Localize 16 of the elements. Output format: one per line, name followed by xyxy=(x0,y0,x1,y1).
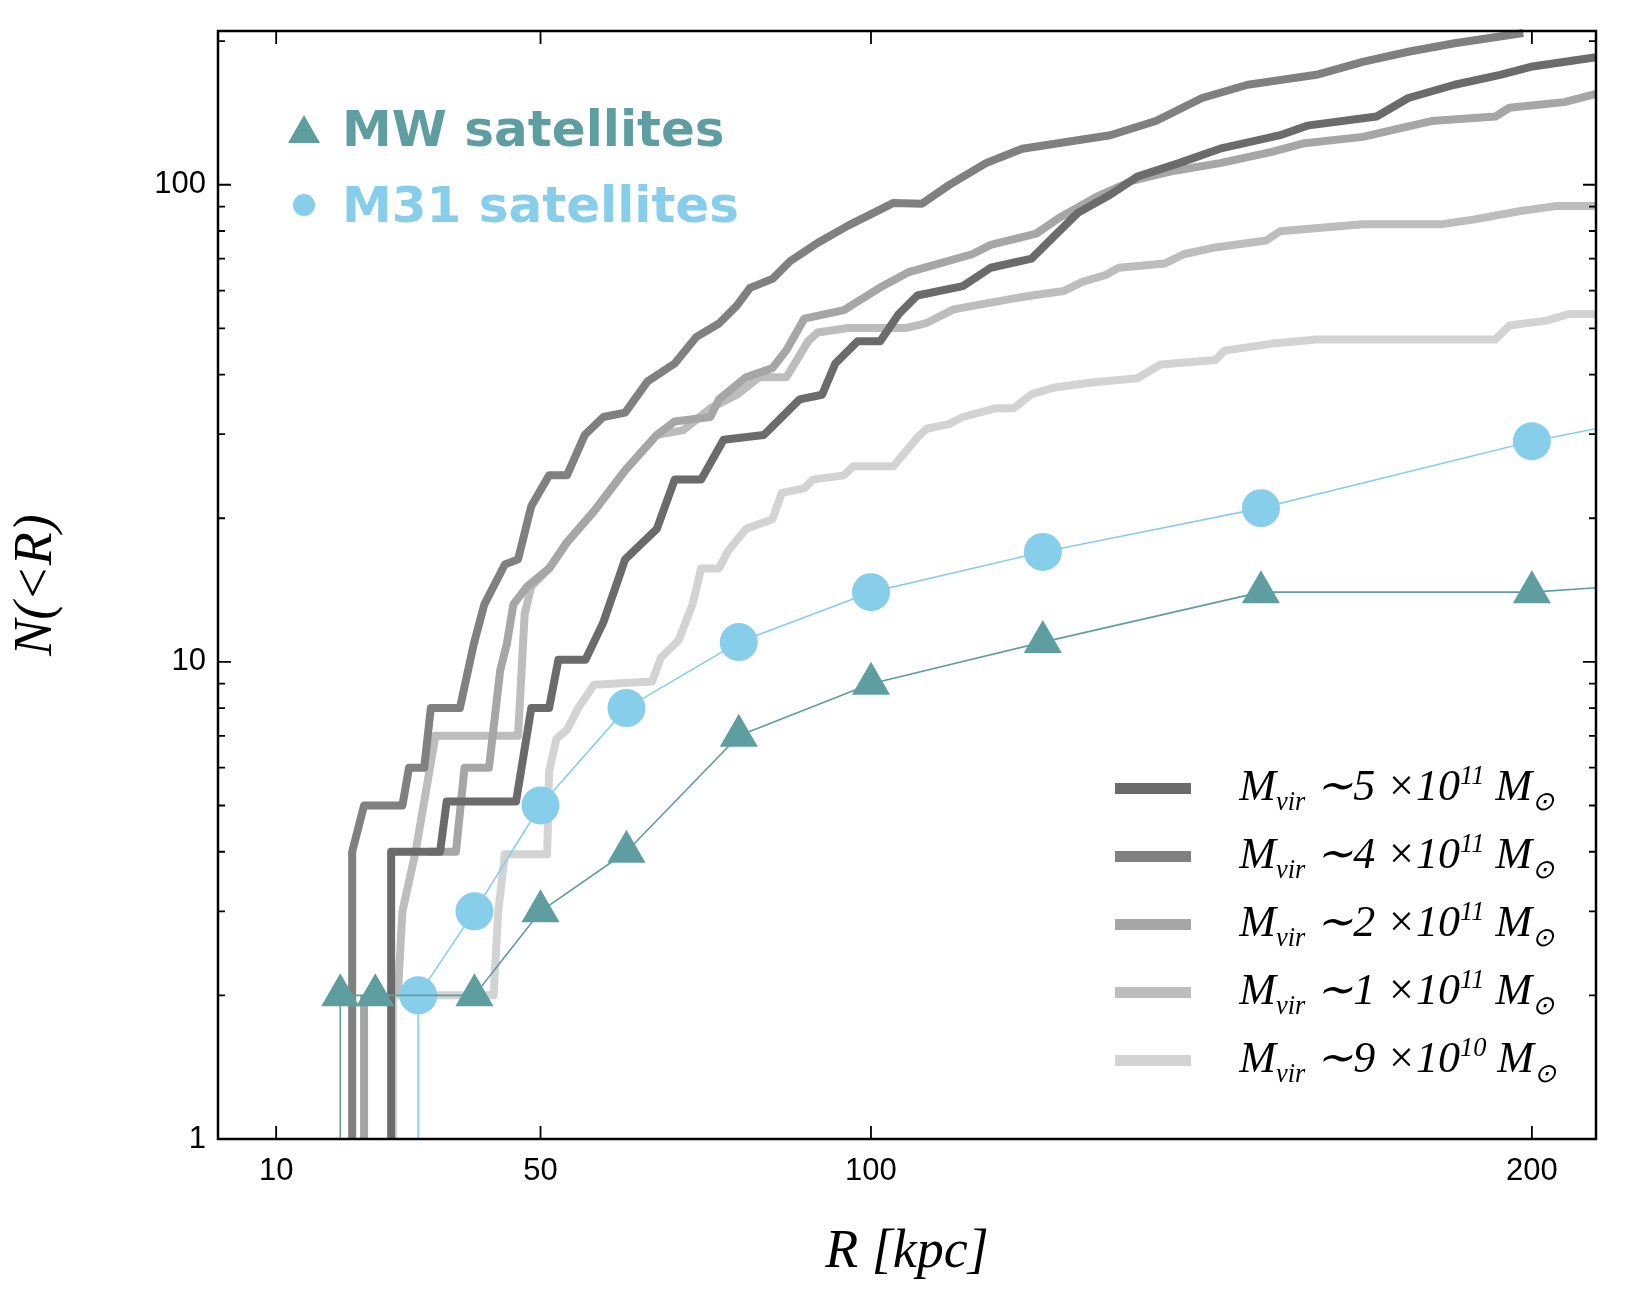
x-tick-label: 50 xyxy=(523,1152,558,1188)
y-axis-title: N(<R) xyxy=(2,514,63,657)
x-tick-label: 200 xyxy=(1506,1152,1558,1188)
legend-label: M31 satellites xyxy=(342,176,740,234)
legend-label: MW satellites xyxy=(342,100,725,158)
legend-label: M$_{vir}$ ∼4 ×10$^{11}$ M$_{⊙}$ xyxy=(1239,827,1555,885)
legend-label: M$_{vir}$ ∼9 ×10$^{10}$ M$_{⊙}$ xyxy=(1239,1031,1556,1089)
legend-label: M$_{vir}$ ∼5 ×10$^{11}$ M$_{⊙}$ xyxy=(1239,759,1555,817)
legend-label: M$_{vir}$ ∼2 ×10$^{11}$ M$_{⊙}$ xyxy=(1239,895,1555,953)
legend-label: M$_{vir}$ ∼1 ×10$^{11}$ M$_{⊙}$ xyxy=(1239,963,1555,1021)
x-tick-label: 10 xyxy=(258,1152,294,1188)
y-tick-label: 1 xyxy=(188,1119,206,1155)
x-tick-label: 100 xyxy=(845,1152,897,1188)
y-tick-label: 100 xyxy=(154,165,206,201)
y-tick-label: 10 xyxy=(171,642,206,678)
x-axis-title: R [kpc] xyxy=(824,1218,989,1279)
